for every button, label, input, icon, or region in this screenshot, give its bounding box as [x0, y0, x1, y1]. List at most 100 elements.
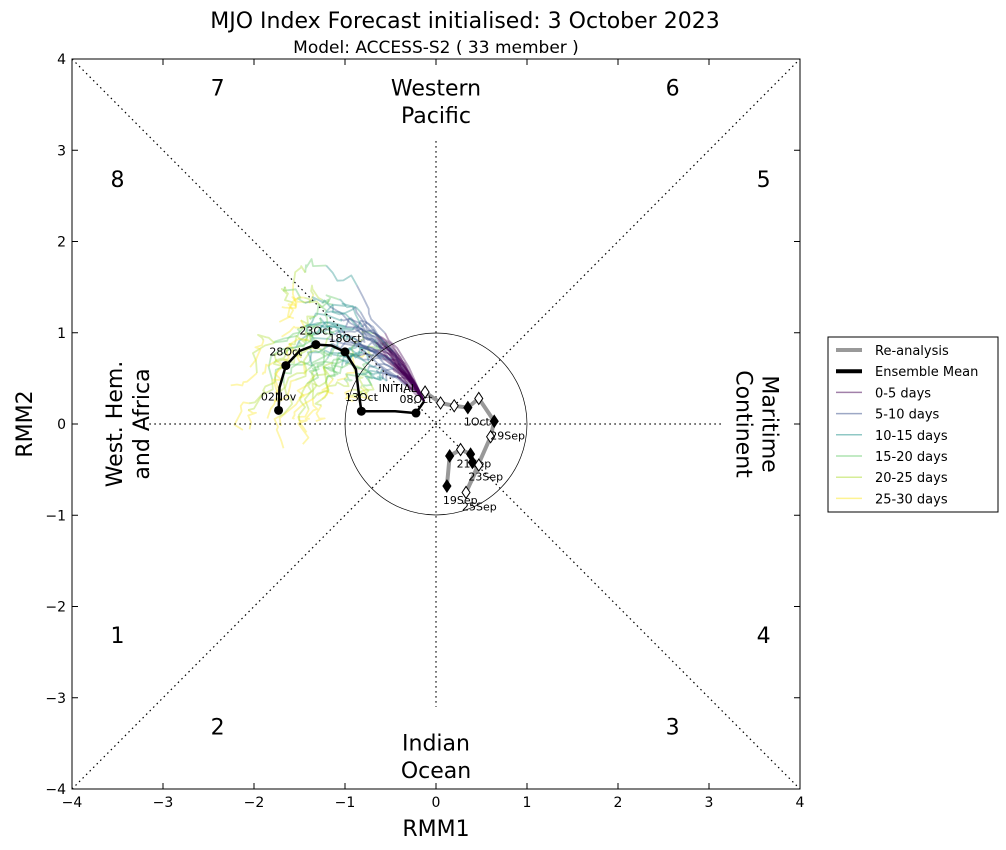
member-trajectory: [334, 329, 349, 342]
ensemble-date-label: 23Oct: [299, 325, 333, 338]
ensemble-mean-marker: [311, 340, 321, 350]
member-trajectory: [383, 354, 425, 402]
ensemble-mean-marker: [274, 405, 284, 415]
member-trajectory: [396, 374, 425, 402]
member-trajectory: [280, 286, 293, 304]
member-trajectory: [283, 343, 292, 363]
member-trajectory: [362, 352, 396, 365]
member-trajectory: [306, 342, 333, 367]
reanalysis-date-label: 23Sep: [468, 470, 503, 483]
reanalysis-marker: [449, 398, 459, 413]
y-axis-label: RMM2: [13, 390, 38, 457]
member-trajectory: [328, 381, 350, 388]
member-trajectory: [323, 312, 333, 340]
phase-labels: 1 2 3 4 5 6 7 8: [111, 77, 771, 741]
member-trajectory: [372, 331, 426, 402]
member-trajectory: [359, 311, 391, 351]
reanalysis-marker: [442, 479, 452, 493]
member-trajectory: [308, 317, 323, 338]
member-trajectory: [272, 366, 283, 400]
member-trajectory: [311, 351, 326, 372]
member-trajectory: [304, 324, 336, 335]
member-trajectory: [338, 298, 363, 328]
member-trajectory: [310, 284, 322, 301]
member-trajectory: [322, 363, 349, 375]
member-trajectory: [405, 383, 425, 402]
member-trajectory: [369, 369, 383, 376]
member-trajectory: [375, 369, 398, 379]
member-trajectory: [304, 398, 319, 420]
reanalysis-date-label: 25Sep: [462, 500, 497, 513]
member-trajectory: [295, 349, 315, 381]
member-trajectory: [378, 365, 393, 373]
chart-title: MJO Index Forecast initialised: 3 Octobe…: [210, 9, 719, 34]
member-trajectory: [303, 375, 316, 410]
reanalysis-marker: [474, 458, 484, 472]
member-trajectory: [365, 330, 392, 351]
member-trajectory: [319, 317, 353, 332]
member-trajectory: [367, 371, 373, 385]
member-trajectory: [317, 385, 334, 397]
member-trajectory: [325, 302, 362, 313]
member-trajectory: [381, 368, 410, 386]
member-trajectory: [286, 296, 305, 320]
member-trajectory: [291, 294, 315, 308]
phase-label: 7: [211, 77, 225, 102]
member-trajectory: [351, 383, 375, 397]
member-trajectory: [396, 363, 425, 402]
member-trajectory: [395, 356, 426, 402]
ensemble-date-label: 13Oct: [345, 391, 379, 404]
legend: Re-analysis Ensemble Mean 0-5 days 5-10 day…: [827, 336, 999, 513]
member-trajectory: [323, 352, 340, 372]
reanalysis-marker: [474, 391, 484, 406]
member-trajectory: [298, 334, 309, 348]
phase-label: 3: [666, 715, 680, 740]
member-trajectory: [367, 371, 388, 382]
region-label-left: and Africa: [130, 368, 155, 479]
region-label-right: Maritime: [756, 375, 781, 472]
legend-label: 25-30 days: [875, 492, 948, 507]
member-trajectory: [302, 331, 312, 343]
member-trajectory: [359, 352, 391, 364]
member-trajectory: [391, 357, 425, 402]
member-trajectory: [288, 333, 314, 346]
member-trajectory: [345, 325, 377, 344]
legend-label: 15-20 days: [875, 450, 948, 465]
x-tick-label: 2: [614, 795, 623, 811]
ensemble-mean-marker: [356, 406, 366, 416]
member-trajectory: [377, 340, 425, 402]
member-trajectory: [291, 397, 314, 420]
member-trajectory: [297, 419, 310, 445]
region-label-top: Pacific: [401, 104, 471, 129]
member-trajectory: [251, 341, 276, 374]
phase-label: 4: [757, 624, 771, 649]
ensemble-mean-marker: [340, 347, 350, 357]
member-trajectory: [325, 264, 358, 286]
member-trajectory: [311, 376, 328, 400]
member-trajectory: [356, 319, 381, 339]
member-trajectory: [355, 338, 393, 360]
member-trajectory: [375, 341, 425, 402]
chart-subtitle: Model: ACCESS-S2 ( 33 member ): [293, 38, 579, 58]
member-trajectory: [361, 322, 385, 343]
member-trajectory: [312, 367, 330, 400]
member-trajectory: [324, 359, 345, 384]
member-trajectory: [309, 303, 328, 320]
member-trajectory: [377, 349, 425, 402]
member-trajectory: [385, 371, 399, 382]
legend-label: Ensemble Mean: [875, 365, 978, 380]
member-trajectory: [321, 378, 334, 400]
member-trajectory: [343, 373, 357, 383]
axis-ticks: −4−4 −3 −3 −2 −2 −1 −1 0 0 1 1 2 2 3 3 4 4: [45, 52, 804, 811]
y-tick-label: 4: [57, 52, 66, 68]
member-trajectory: [315, 405, 326, 423]
member-trajectory: [396, 375, 425, 402]
member-trajectory: [308, 358, 340, 370]
member-trajectory: [331, 341, 379, 352]
member-trajectory: [297, 382, 308, 422]
member-trajectory: [273, 323, 308, 344]
member-trajectory: [249, 340, 265, 368]
member-trajectories: [230, 258, 426, 449]
